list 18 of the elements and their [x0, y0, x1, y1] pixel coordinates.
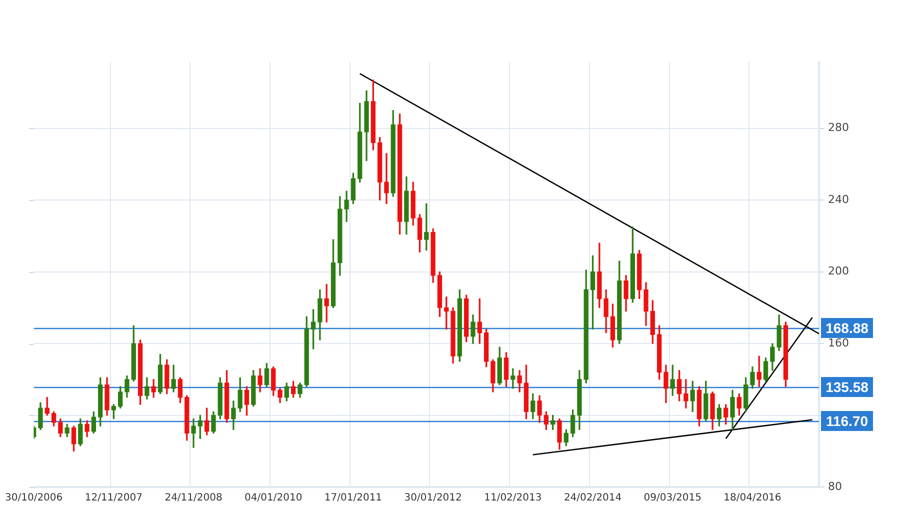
- x-tick-label: 11/02/2013: [484, 492, 542, 504]
- y-tick-label: 280: [828, 121, 849, 134]
- x-tick-label: 17/01/2011: [324, 492, 382, 504]
- ref-line-label: 135.58: [826, 378, 869, 395]
- ref-line-label: 168.88: [826, 320, 869, 336]
- y-tick-label: 80: [828, 480, 842, 493]
- y-tick-label: 200: [828, 264, 849, 278]
- x-tick-label: 18/04/2016: [724, 492, 782, 504]
- x-tick-label: 24/02/2014: [564, 492, 622, 504]
- ref-line-label: 116.70: [826, 412, 868, 429]
- x-tick-label: 04/01/2010: [244, 492, 302, 504]
- y-tick-label: 240: [828, 192, 849, 206]
- x-tick-label: 09/03/2015: [644, 492, 702, 504]
- y-tick-label: 160: [828, 336, 849, 350]
- x-tick-label: 30/10/2006: [5, 492, 63, 504]
- x-tick-label: 24/11/2008: [164, 492, 222, 504]
- x-tick-label: 30/01/2012: [404, 492, 462, 504]
- x-tick-label: 12/11/2007: [84, 492, 142, 504]
